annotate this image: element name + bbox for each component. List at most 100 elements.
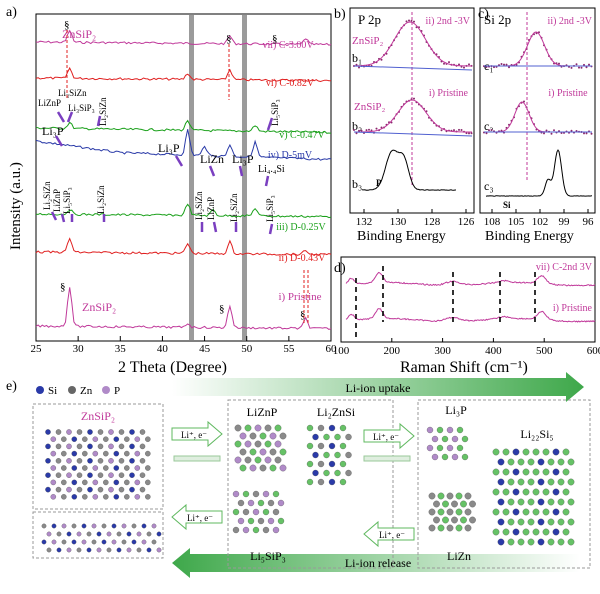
d-ticklabel-200: 200 (384, 345, 401, 357)
sect-6: § (300, 309, 306, 321)
struct-liznp: LiZnP (247, 405, 278, 419)
b3-id: b₃ (352, 177, 362, 191)
d-ticklabel-600: 600 (587, 345, 600, 357)
a-ticklabel-50: 50 (241, 343, 253, 355)
b3-ref (361, 149, 456, 191)
ann-lizn: LiZn (200, 152, 224, 166)
panel-a-frame (35, 13, 332, 342)
li3p-lattice (426, 426, 469, 461)
ann-liznp: LiZnP (38, 98, 61, 108)
sect-4: § (60, 281, 66, 293)
panel-c-xticks: 108 105 102 99 96 (484, 209, 594, 228)
ann-li2sizn-mid2: Li₂SiZn (229, 193, 239, 222)
release-label: Li-ion release (345, 556, 411, 570)
struct-li22si5: Li₂₂Si₅ (520, 427, 553, 441)
uptake-label: Li-ion uptake (346, 381, 411, 395)
uptake-arrow (172, 372, 584, 402)
ann-li3p-right: Li₃P (232, 152, 254, 166)
b1-id: b₁ (352, 51, 362, 65)
sect-2: § (226, 33, 232, 45)
panel-d: d) vii) C-2nd 3V i) Pristine 100 200 300 40… (333, 256, 600, 376)
arrow-text-4: Li⁺, e⁻ (379, 530, 405, 540)
b-ticklabel-128: 128 (424, 216, 441, 228)
panel-d-xticks: 100 200 300 400 500 600 (333, 338, 600, 357)
raman-curve-pristine (345, 308, 596, 323)
d-curve-label-1: vii) C-2nd 3V (536, 262, 593, 273)
d-ticklabel-300: 300 (434, 345, 451, 357)
panel-c: c) Si 2p c₁ ii) 2nd -3V c₂ i) Pristine c… (478, 7, 596, 244)
ann-li44si: Li₄.₄Si (258, 164, 285, 175)
b2-note: i) Pristine (429, 88, 469, 99)
ann-li5sip3-low: Li₅SiP₃ (62, 187, 72, 214)
panel-a: a) 25 30 35 40 45 50 55 60 Intensity (a.u.) 2 T… (6, 5, 337, 376)
panel-b-title: P 2p (358, 12, 381, 27)
li2znsi-lattice (306, 424, 352, 486)
c-ticklabel-99: 99 (559, 216, 571, 228)
sect-5: § (219, 303, 225, 315)
curve-label-vi: vi) C-0.82V (266, 78, 315, 89)
xrd-curve-5 (35, 203, 332, 219)
c2-fit (484, 101, 592, 133)
li5sip3-lattice (232, 490, 285, 534)
c2-id: c₂ (484, 119, 494, 133)
panel-c-label: c) (478, 7, 489, 22)
xrd-curve-6 (35, 237, 332, 257)
struct-li5sip3: Li₅SiP₃ (250, 549, 286, 563)
panel-b-frame (349, 7, 475, 214)
b1-fit (354, 21, 472, 67)
xrd-curve-3 (35, 119, 332, 134)
curve-label-i: i) Pristine (278, 291, 321, 303)
c-ticklabel-96: 96 (583, 216, 595, 228)
raman-curve-cycled (345, 271, 596, 287)
a-ticklabel-35: 35 (115, 343, 127, 355)
panel-b-xticks: 132 130 128 126 (356, 209, 475, 228)
li22si5-lattice (492, 448, 575, 546)
b1-compound: ZnSiP₂ (352, 35, 384, 47)
struct-li3p: Li₃P (445, 403, 467, 417)
d-ticklabel-500: 500 (536, 345, 553, 357)
panel-a-xlabel: 2 Theta (Degree) (118, 359, 227, 376)
a-ticklabel-55: 55 (283, 343, 295, 355)
release-arrow (172, 548, 580, 578)
d-dashed-lines (355, 266, 536, 340)
panel-d-xlabel: Raman Shift (cm⁻¹) (400, 359, 528, 376)
legend-zn-dot (68, 386, 76, 394)
legend-zn: Zn (80, 385, 93, 397)
c1-fit (484, 31, 592, 67)
c1-data-dots (483, 31, 593, 69)
panel-b-xlabel: Binding Energy (357, 229, 446, 244)
legend-p-dot (102, 386, 110, 394)
c1-note: ii) 2nd -3V (548, 16, 593, 27)
lizn-lattice (428, 492, 476, 532)
legend-si-dot (36, 386, 44, 394)
c3-element: Si (503, 200, 511, 210)
struct-li2znsi: Li₂ZnSi (317, 405, 356, 419)
ann-li2sizn-low2: Li₂SiZn (96, 185, 106, 214)
b1-baseline (353, 65, 473, 71)
b2-id: b₂ (352, 119, 362, 133)
annotation-arrows (50, 111, 274, 235)
structure-boxes (32, 399, 591, 569)
xrd-curve-2 (35, 66, 332, 83)
panel-c-title: Si 2p (484, 12, 511, 27)
sect-3: § (272, 33, 278, 45)
panel-b-label: b) (334, 7, 346, 22)
ann-li2sizn-low: Li₂SiZn (42, 181, 52, 210)
band-left (189, 15, 194, 340)
b-ticklabel-132: 132 (356, 216, 373, 228)
b-ticklabel-130: 130 (390, 216, 407, 228)
panel-c-frame (479, 7, 596, 214)
struct-lizn: LiZn (447, 549, 471, 563)
panel-a-label: a) (6, 5, 17, 20)
d-curve-label-2: i) Pristine (553, 303, 593, 314)
arrow-text-1: Li⁺, e⁻ (181, 430, 207, 440)
title-znsip2-top: ZnSiP₂ (62, 27, 96, 41)
title-znsip2-bottom: ZnSiP₂ (82, 300, 116, 314)
xrd-curve-4 (35, 129, 332, 161)
ref-dashed-lines (66, 30, 309, 325)
arrow-text-2: Li⁺, e⁻ (187, 513, 213, 523)
a-ticklabel-25: 25 (31, 343, 43, 355)
arrow-text-3: Li⁺, e⁻ (373, 432, 399, 442)
legend-si: Si (48, 385, 57, 397)
